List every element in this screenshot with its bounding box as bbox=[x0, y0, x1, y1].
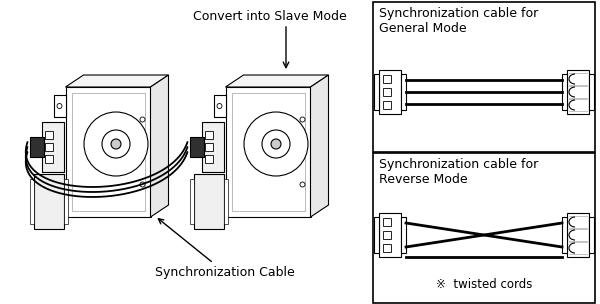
Bar bbox=[41, 122, 64, 172]
Bar bbox=[383, 101, 391, 109]
Bar bbox=[65, 87, 151, 217]
Circle shape bbox=[217, 195, 222, 201]
Bar bbox=[401, 74, 406, 110]
Bar bbox=[562, 74, 567, 110]
Bar bbox=[214, 187, 226, 209]
Bar bbox=[383, 75, 391, 83]
Text: Synchronization Cable: Synchronization Cable bbox=[155, 219, 295, 279]
Bar bbox=[202, 122, 223, 172]
Bar bbox=[589, 217, 594, 253]
Bar bbox=[373, 153, 595, 303]
Bar bbox=[567, 213, 589, 257]
Bar bbox=[71, 93, 145, 211]
Bar bbox=[34, 174, 64, 229]
Polygon shape bbox=[151, 75, 169, 217]
Text: Synchronization cable for
General Mode: Synchronization cable for General Mode bbox=[379, 7, 538, 35]
Circle shape bbox=[244, 112, 308, 176]
Bar bbox=[44, 155, 53, 163]
Circle shape bbox=[217, 103, 222, 109]
Bar bbox=[373, 2, 595, 152]
Bar bbox=[383, 244, 391, 252]
Bar bbox=[205, 131, 212, 139]
Circle shape bbox=[140, 182, 145, 187]
Bar bbox=[379, 213, 401, 257]
Bar bbox=[53, 95, 65, 117]
Bar bbox=[190, 137, 203, 157]
Bar bbox=[374, 217, 379, 253]
Polygon shape bbox=[311, 75, 329, 217]
Circle shape bbox=[140, 117, 145, 122]
Bar bbox=[205, 155, 212, 163]
Bar bbox=[193, 174, 223, 229]
Circle shape bbox=[84, 112, 148, 176]
Text: Synchronization cable for
Reverse Mode: Synchronization cable for Reverse Mode bbox=[379, 158, 538, 186]
Bar bbox=[562, 217, 567, 253]
Circle shape bbox=[300, 117, 305, 122]
Bar bbox=[205, 143, 212, 151]
Text: Convert into Slave Mode: Convert into Slave Mode bbox=[193, 10, 347, 23]
Polygon shape bbox=[65, 75, 169, 87]
Bar bbox=[29, 179, 34, 224]
Bar bbox=[383, 88, 391, 96]
Circle shape bbox=[102, 130, 130, 158]
Bar bbox=[374, 74, 379, 110]
Polygon shape bbox=[226, 75, 329, 87]
Bar bbox=[383, 218, 391, 226]
Bar bbox=[214, 95, 226, 117]
Bar bbox=[190, 179, 193, 224]
Bar bbox=[44, 143, 53, 151]
Circle shape bbox=[271, 139, 281, 149]
Circle shape bbox=[262, 130, 290, 158]
Bar bbox=[226, 87, 311, 217]
Bar bbox=[64, 179, 67, 224]
Circle shape bbox=[57, 103, 62, 109]
Bar bbox=[29, 137, 44, 157]
Bar bbox=[567, 70, 589, 114]
Bar bbox=[379, 70, 401, 114]
Bar bbox=[223, 179, 227, 224]
Bar bbox=[589, 74, 594, 110]
Bar bbox=[44, 131, 53, 139]
Circle shape bbox=[111, 139, 121, 149]
Bar bbox=[53, 187, 65, 209]
Text: ※  twisted cords: ※ twisted cords bbox=[436, 278, 532, 291]
Bar bbox=[401, 217, 406, 253]
Bar bbox=[383, 231, 391, 239]
Circle shape bbox=[57, 195, 62, 201]
Circle shape bbox=[300, 182, 305, 187]
Bar bbox=[232, 93, 305, 211]
